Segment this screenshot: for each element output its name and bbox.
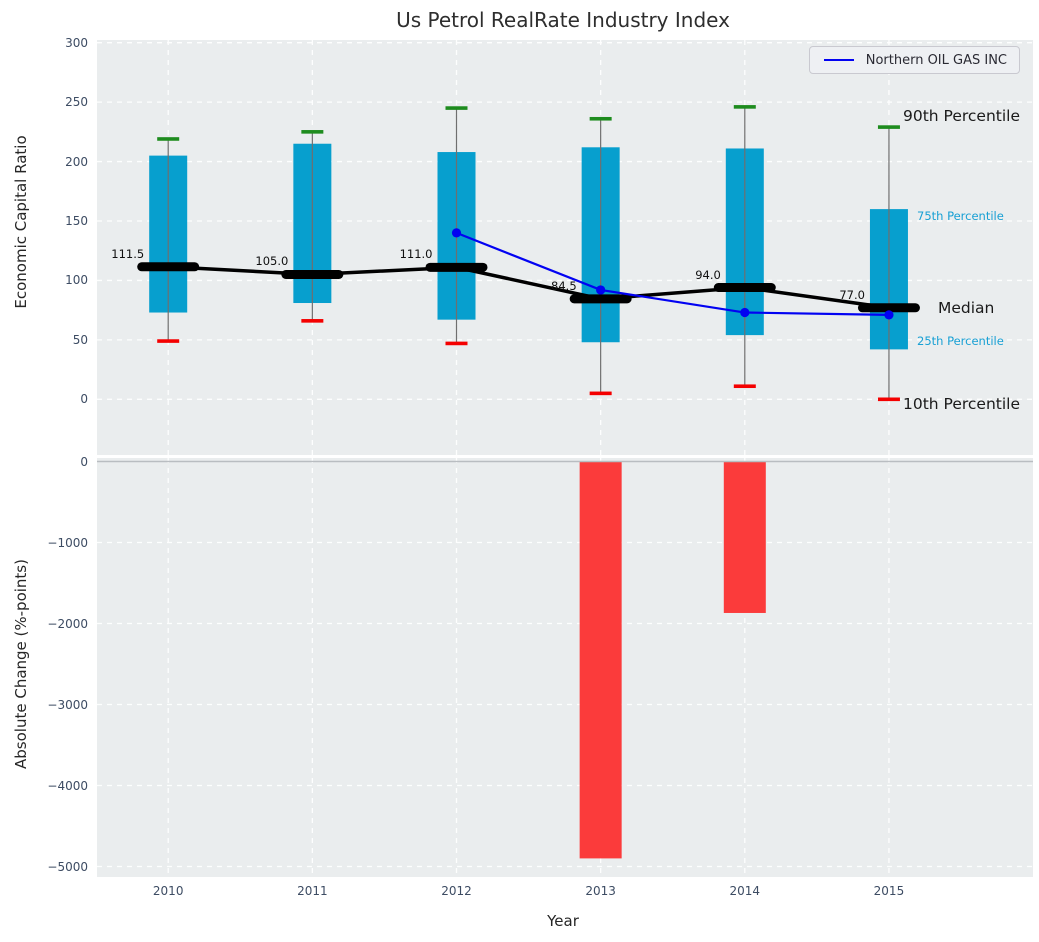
bottom-y-axis-label: Absolute Change (%-points) [12,559,30,769]
company-point-2012 [451,228,462,238]
company-line [456,231,889,317]
top-ytick-300: 300 [65,35,88,50]
cap-10th-2013 [589,391,612,396]
company-point-2013 [596,285,606,295]
xtick-2014: 2014 [729,884,761,898]
top-ytick-50: 50 [72,332,88,347]
bottom-ytick-−5000: −5000 [47,859,88,874]
median-marker-2010 [137,262,200,272]
top-ytick-200: 200 [65,154,88,169]
median-marker-2015 [857,303,920,313]
median-value-label-2012: 111.0 [399,247,433,262]
company-point-2014 [740,307,750,318]
bottom-ytick-−2000: −2000 [47,616,88,631]
xtick-2013: 2013 [585,884,616,898]
bottom-ytick-0: 0 [80,454,88,469]
median-marker-2011 [281,269,344,279]
bar-2013 [579,461,622,859]
median-value-label-2015: 77.0 [839,287,865,302]
bar-canvas [97,458,1033,877]
cap-10th-2012 [445,341,468,346]
legend-label: Northern OIL GAS INC [865,52,1007,68]
cap-90th-2015 [877,125,900,129]
annotation-10th-percentile: 10th Percentile [903,395,1021,414]
cap-10th-2010 [157,339,180,343]
bottom-plot-area [97,458,1033,877]
legend-line-sample [823,59,854,61]
median-marker-2014 [713,283,776,293]
cap-90th-2013 [589,116,612,121]
annotation-90th-percentile: 90th Percentile [903,107,1021,126]
annotation-median: Median [938,298,995,317]
cap-10th-2014 [733,384,756,389]
median-value-label-2014: 94.0 [695,267,721,282]
annotation-25th-percentile: 25th Percentile [917,334,1004,349]
xtick-2015: 2015 [873,884,905,898]
x-axis-label: Year [547,912,579,930]
chart-title: Us Petrol RealRate Industry Index [396,8,730,32]
median-marker-2013 [569,294,632,304]
top-ytick-0: 0 [80,392,88,407]
annotation-75th-percentile: 75th Percentile [917,209,1004,224]
cap-90th-2012 [445,106,468,110]
top-ytick-100: 100 [65,273,88,288]
median-value-label-2011: 105.0 [255,254,289,269]
cap-90th-2011 [301,130,324,134]
top-ytick-150: 150 [65,213,88,228]
cap-10th-2011 [301,319,324,323]
median-value-label-2013: 84.5 [551,278,577,293]
bottom-ytick-−1000: −1000 [47,535,88,550]
xtick-2012: 2012 [441,884,472,898]
xtick-2010: 2010 [152,884,184,898]
legend: Northern OIL GAS INC [808,46,1020,74]
cap-90th-2014 [733,105,756,109]
top-ytick-250: 250 [65,95,88,110]
median-marker-2012 [425,262,488,272]
boxplot-canvas [97,40,1033,455]
median-value-label-2010: 111.5 [111,246,145,261]
cap-90th-2010 [157,137,180,141]
cap-10th-2015 [877,397,900,402]
bar-2014 [723,461,766,613]
bottom-ytick-−3000: −3000 [47,697,88,712]
xtick-2011: 2011 [297,884,328,898]
bottom-ytick-−4000: −4000 [47,778,88,793]
company-point-2015 [884,310,894,320]
top-plot-area: Northern OIL GAS INC 111.5 105.0 111.0 84.5… [97,40,1033,455]
